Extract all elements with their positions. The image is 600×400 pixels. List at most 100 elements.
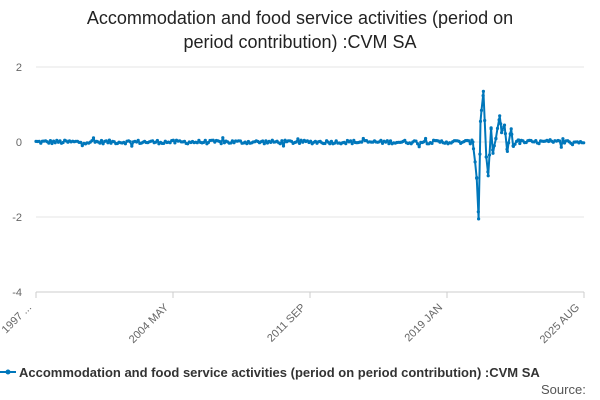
data-point [430,141,434,145]
data-point [50,141,54,146]
chart-title: Accommodation and food service activitie… [0,6,600,54]
data-point [280,139,284,143]
data-point [309,139,313,143]
data-point [349,139,353,143]
legend[interactable]: Accommodation and food service activitie… [0,363,600,383]
data-point [48,139,53,143]
data-point [328,142,332,146]
data-point [484,155,488,159]
data-point [471,140,475,144]
data-point [497,118,501,122]
data-point [511,144,515,148]
data-point [424,136,428,141]
data-point [498,114,502,118]
data-point [486,170,490,174]
data-point [582,141,586,145]
data-point [221,136,225,140]
data-point [90,139,94,143]
y-tick-label: 0 [16,137,22,149]
data-point [238,139,242,143]
data-point [478,152,482,156]
data-point [387,142,391,146]
data-point [403,138,407,142]
data-point [414,139,418,143]
data-point [478,119,483,123]
data-point [422,140,426,144]
x-axis: 1997 ... 2004 MAY 2011 SEP 2019 JAN 2025 AUG [0,291,585,346]
x-tick-label: 2019 JAN [402,302,445,345]
data-point [500,131,504,135]
x-tick-label: 2025 AUG [538,302,582,346]
data-point [80,144,84,148]
data-point [261,139,265,143]
data-point [500,128,504,132]
data-point [503,132,507,136]
data-point [518,141,522,146]
data-point [481,94,485,98]
data-point [155,138,159,143]
data-point [106,141,110,145]
data-point [517,138,521,142]
data-point [171,138,175,142]
data-point [509,127,513,131]
data-point [475,176,479,180]
data-point [483,118,487,123]
legend-label: Accommodation and food service activitie… [19,365,540,380]
data-point [123,142,127,146]
data-point [162,141,166,145]
data-point [334,139,338,143]
data-point [492,144,496,148]
data-point [323,141,327,146]
series-line [35,90,584,220]
data-point [329,139,333,143]
data-point [495,126,500,130]
data-point [417,145,421,149]
data-point [269,140,273,144]
data-point [130,144,134,148]
data-point [505,149,509,153]
data-point [278,142,282,146]
data-point [510,132,514,136]
data-point [481,89,485,93]
x-tick-label: 2011 SEP [265,302,308,345]
data-point [513,142,517,146]
data-point [173,141,177,145]
chart-title-line-2: period contribution) :CVM SA [183,32,417,52]
data-point [98,141,102,145]
data-point [61,140,65,145]
data-point [491,151,495,155]
y-tick-label: 2 [16,62,22,74]
y-gridlines [36,66,584,293]
data-point [385,139,389,143]
y-axis: 2 0 -2 -4 [12,62,22,299]
data-point [195,141,199,145]
data-point [471,147,476,151]
data-point [487,153,492,157]
data-point [561,137,565,141]
data-point [296,137,300,141]
source-label: Source: [541,382,586,397]
data-point [491,148,495,152]
data-point [379,138,383,142]
data-point [507,141,511,145]
data-point [203,138,207,142]
data-point [136,138,140,142]
data-point [489,127,493,131]
y-tick-label: -2 [12,212,22,224]
data-point [360,140,364,144]
y-tick-label: -4 [12,287,22,299]
data-point [91,136,96,140]
data-point [47,141,51,145]
data-point [344,142,348,146]
data-point [473,160,477,164]
data-point [350,142,354,146]
data-point [558,139,562,143]
data-point [502,123,507,127]
data-point [101,142,105,146]
data-point [333,141,337,145]
data-point [534,139,538,143]
data-point [79,140,83,144]
data-point [281,144,286,148]
series-layer [34,89,586,221]
